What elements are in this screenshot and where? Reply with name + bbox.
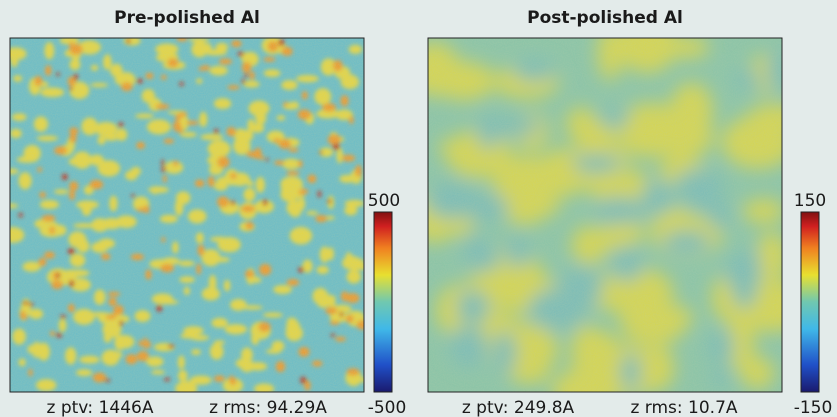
ptv-stat: z ptv: 1446A <box>47 398 154 417</box>
ptv-stat: z ptv: 249.8A <box>462 398 575 417</box>
colorbar-min: -150 <box>794 398 833 417</box>
surface-noise <box>428 38 782 392</box>
rms-stat: z rms: 94.29A <box>209 398 327 417</box>
map-frame <box>9 37 365 393</box>
colorbar-max: 150 <box>794 191 826 211</box>
panel-title: Post-polished Al <box>527 8 683 28</box>
colorbar-min: -500 <box>368 398 407 417</box>
rms-stat: z rms: 10.7A <box>630 398 737 417</box>
surface-noise <box>10 38 364 392</box>
colorbar <box>800 211 820 393</box>
map-frame <box>427 37 783 393</box>
colorbar <box>373 211 393 393</box>
colorbar-max: 500 <box>368 191 400 211</box>
panel-title: Pre-polished Al <box>114 8 260 28</box>
